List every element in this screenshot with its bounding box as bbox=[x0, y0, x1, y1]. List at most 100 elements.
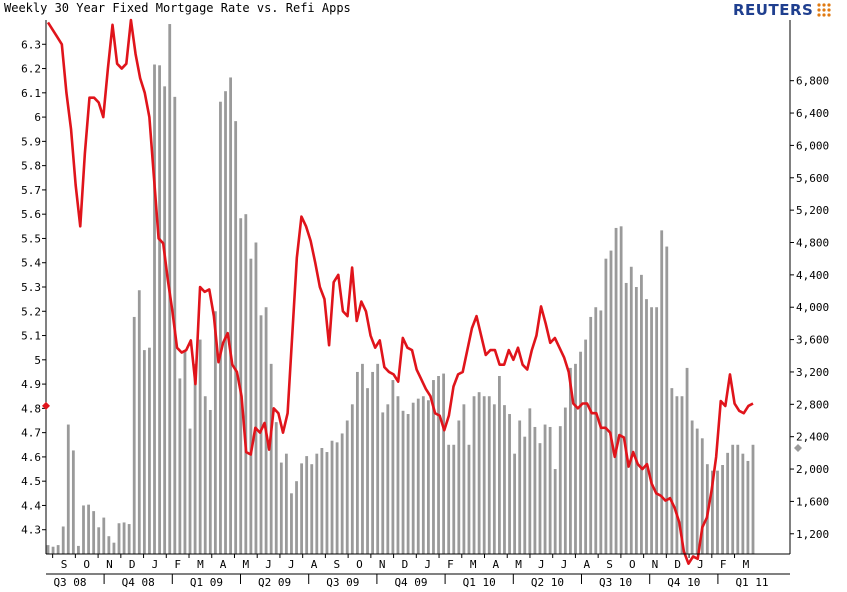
refi-bar bbox=[492, 404, 496, 554]
refi-bar bbox=[315, 453, 319, 554]
month-tick-label: J bbox=[697, 558, 704, 571]
refi-bar bbox=[579, 351, 582, 554]
refi-bar bbox=[513, 453, 517, 554]
refi-bar bbox=[401, 410, 405, 554]
refi-bar bbox=[244, 214, 248, 554]
refi-bar bbox=[411, 402, 415, 554]
refi-bar bbox=[416, 398, 420, 554]
refi-bar bbox=[193, 363, 197, 554]
refi-bar bbox=[142, 350, 146, 554]
month-tick-label: D bbox=[674, 558, 681, 571]
refi-bar bbox=[624, 282, 628, 554]
refi-bar bbox=[675, 396, 679, 554]
refi-bar bbox=[462, 404, 466, 554]
left-tick-label: 6.3 bbox=[21, 38, 41, 51]
month-tick-label: O bbox=[83, 558, 90, 571]
left-tick-label: 6.2 bbox=[21, 63, 41, 76]
right-tick-label: 2,400 bbox=[796, 431, 829, 444]
month-tick-label: O bbox=[356, 558, 363, 571]
refi-bar bbox=[198, 339, 202, 554]
month-tick-label: S bbox=[606, 558, 613, 571]
refi-bar bbox=[97, 527, 101, 554]
right-tick-label: 3,200 bbox=[796, 366, 829, 379]
refi-bar bbox=[46, 545, 50, 554]
left-axis-labels: 4.3 4.4 4.5 4.6 4.7 4.8 4.9 5 5.1 5.2 5.3 5.4 5.5 5.6… bbox=[21, 38, 46, 537]
refi-bar bbox=[680, 396, 684, 554]
refi-bar bbox=[609, 250, 613, 554]
right-tick-label: 4,400 bbox=[796, 269, 829, 282]
refi-bar bbox=[685, 367, 689, 554]
month-tick-label: F bbox=[174, 558, 181, 571]
left-tick-label: 4.8 bbox=[21, 402, 41, 415]
refi-bar bbox=[655, 307, 659, 554]
month-tick-label: F bbox=[447, 558, 454, 571]
refi-bar bbox=[548, 426, 552, 554]
refi-bar bbox=[51, 546, 55, 554]
refi-bar bbox=[634, 287, 638, 554]
quarter-tick-label: Q1 11 bbox=[735, 576, 768, 589]
refi-bar bbox=[508, 414, 511, 554]
month-tick-label: J bbox=[265, 558, 272, 571]
quarter-tick-label: Q4 09 bbox=[394, 576, 427, 589]
refi-bar bbox=[153, 64, 156, 554]
month-tick-label: J bbox=[538, 558, 545, 571]
right-tick-label: 5,200 bbox=[796, 204, 829, 217]
quarter-tick-label: Q1 09 bbox=[190, 576, 223, 589]
refi-bar bbox=[188, 428, 192, 554]
refi-bar bbox=[300, 463, 303, 554]
refi-bar bbox=[229, 77, 232, 554]
month-tick-label: M bbox=[743, 558, 750, 571]
month-tick-label: M bbox=[243, 558, 250, 571]
month-tick-label: D bbox=[402, 558, 409, 571]
left-tick-label: 4.5 bbox=[21, 475, 41, 488]
refi-bar bbox=[345, 420, 349, 554]
quarter-axis-labels: Q3 08 Q4 08 Q1 09 Q2 09 Q3 09 Q4 09 Q1 10 Q2 10… bbox=[53, 574, 769, 589]
refi-bar bbox=[442, 373, 446, 554]
refi-bar bbox=[528, 408, 532, 554]
refi-bar bbox=[371, 371, 374, 554]
refi-bar bbox=[224, 91, 227, 554]
right-tick-label: 2,000 bbox=[796, 463, 829, 476]
quarter-tick-label: Q2 09 bbox=[258, 576, 291, 589]
refi-bar bbox=[690, 420, 694, 554]
left-tick-label: 5.6 bbox=[21, 208, 41, 221]
right-current-marker-icon bbox=[794, 444, 802, 453]
chart-title: Weekly 30 Year Fixed Mortgage Rate vs. R… bbox=[4, 1, 351, 15]
refi-bar bbox=[640, 274, 643, 554]
refi-bar bbox=[87, 504, 90, 554]
refi-bar bbox=[574, 363, 577, 554]
refi-bar bbox=[158, 65, 161, 554]
quarter-tick-label: Q4 08 bbox=[122, 576, 155, 589]
refi-bar bbox=[290, 493, 293, 554]
refi-bar bbox=[386, 404, 390, 554]
refi-bar bbox=[645, 299, 648, 554]
refi-bar bbox=[614, 227, 618, 554]
refi-bar bbox=[178, 378, 182, 554]
quarter-tick-label: Q2 10 bbox=[531, 576, 564, 589]
month-tick-label: M bbox=[197, 558, 204, 571]
month-tick-label: N bbox=[652, 558, 659, 571]
quarter-tick-label: Q1 10 bbox=[463, 576, 496, 589]
left-tick-label: 5.2 bbox=[21, 305, 41, 318]
refi-bar bbox=[670, 388, 674, 554]
refi-bar bbox=[320, 448, 324, 554]
refi-bar bbox=[518, 420, 522, 554]
refi-bar bbox=[731, 444, 735, 554]
right-tick-label: 1,200 bbox=[796, 528, 829, 541]
left-tick-label: 6 bbox=[34, 111, 41, 124]
refi-bar bbox=[746, 460, 750, 554]
refi-bar bbox=[203, 396, 207, 554]
quarter-tick-label: Q3 09 bbox=[326, 576, 359, 589]
refi-bar bbox=[406, 414, 410, 554]
refi-bar bbox=[122, 522, 126, 554]
refi-bar bbox=[148, 347, 151, 554]
left-tick-label: 5.8 bbox=[21, 160, 41, 173]
refi-bar bbox=[427, 400, 430, 554]
refi-bar bbox=[183, 350, 187, 554]
refi-bar bbox=[503, 405, 506, 554]
refi-bar bbox=[629, 266, 633, 554]
refi-bar bbox=[234, 121, 238, 554]
refi-bar bbox=[421, 396, 425, 554]
quarter-tick-label: Q3 08 bbox=[53, 576, 86, 589]
